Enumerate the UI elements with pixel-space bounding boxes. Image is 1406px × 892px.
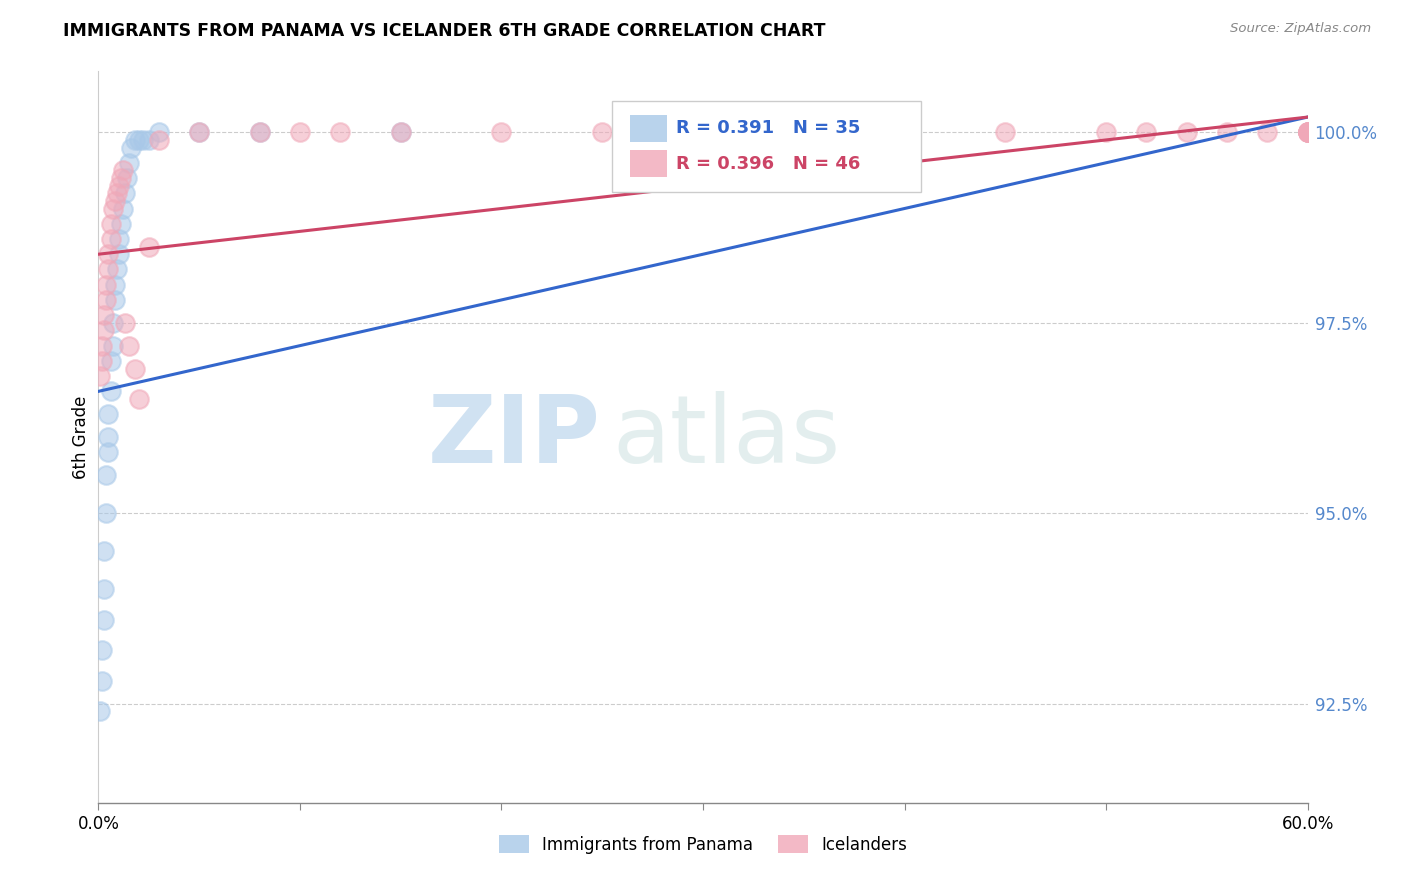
Text: IMMIGRANTS FROM PANAMA VS ICELANDER 6TH GRADE CORRELATION CHART: IMMIGRANTS FROM PANAMA VS ICELANDER 6TH … bbox=[63, 22, 825, 40]
Point bbox=[89, 369, 111, 384]
Point bbox=[128, 133, 150, 147]
Point bbox=[1095, 125, 1118, 139]
Point bbox=[100, 354, 122, 368]
Point bbox=[100, 384, 122, 399]
Point bbox=[389, 125, 412, 139]
Point bbox=[188, 125, 211, 139]
Point bbox=[101, 316, 124, 330]
Point bbox=[1296, 125, 1319, 139]
Point bbox=[101, 339, 124, 353]
Point bbox=[97, 407, 120, 421]
Point bbox=[103, 277, 125, 292]
Point bbox=[591, 125, 613, 139]
Point bbox=[120, 140, 142, 154]
Point bbox=[733, 125, 755, 139]
Point bbox=[93, 544, 115, 558]
Point bbox=[188, 125, 211, 139]
Point bbox=[101, 202, 124, 216]
Point bbox=[96, 277, 118, 292]
Point bbox=[1175, 125, 1198, 139]
Point bbox=[148, 125, 170, 139]
FancyBboxPatch shape bbox=[630, 114, 666, 143]
Text: R = 0.391   N = 35: R = 0.391 N = 35 bbox=[676, 120, 860, 137]
Point bbox=[91, 643, 114, 657]
Point bbox=[93, 613, 115, 627]
Point bbox=[1296, 125, 1319, 139]
Point bbox=[994, 125, 1017, 139]
Text: atlas: atlas bbox=[613, 391, 841, 483]
Text: Source: ZipAtlas.com: Source: ZipAtlas.com bbox=[1230, 22, 1371, 36]
Point bbox=[96, 468, 118, 483]
Point bbox=[692, 125, 714, 139]
Point bbox=[107, 247, 129, 261]
Y-axis label: 6th Grade: 6th Grade bbox=[72, 395, 90, 479]
Point bbox=[97, 430, 120, 444]
Point bbox=[107, 178, 129, 193]
Point bbox=[389, 125, 412, 139]
Point bbox=[97, 262, 120, 277]
Point bbox=[105, 262, 128, 277]
Point bbox=[100, 217, 122, 231]
Point bbox=[107, 232, 129, 246]
Point bbox=[114, 186, 136, 201]
Point bbox=[105, 186, 128, 201]
Point bbox=[118, 339, 141, 353]
Point bbox=[1256, 125, 1278, 139]
Point bbox=[329, 125, 352, 139]
Point bbox=[96, 293, 118, 307]
Point bbox=[1296, 125, 1319, 139]
Point bbox=[114, 316, 136, 330]
Point bbox=[118, 155, 141, 169]
Point bbox=[1135, 125, 1157, 139]
Point bbox=[138, 239, 160, 253]
Point bbox=[893, 125, 915, 139]
Point bbox=[124, 361, 146, 376]
Point bbox=[115, 171, 138, 186]
Point bbox=[111, 163, 134, 178]
Point bbox=[97, 445, 120, 459]
FancyBboxPatch shape bbox=[630, 150, 666, 178]
Point bbox=[124, 133, 146, 147]
Point bbox=[103, 293, 125, 307]
Point bbox=[93, 308, 115, 322]
Point bbox=[138, 133, 160, 147]
Point bbox=[96, 506, 118, 520]
Point bbox=[249, 125, 271, 139]
Point bbox=[148, 133, 170, 147]
Point bbox=[132, 133, 155, 147]
Point bbox=[491, 125, 513, 139]
Legend: Immigrants from Panama, Icelanders: Immigrants from Panama, Icelanders bbox=[492, 829, 914, 860]
Point bbox=[111, 202, 134, 216]
Point bbox=[93, 323, 115, 337]
Point bbox=[93, 582, 115, 597]
Text: ZIP: ZIP bbox=[427, 391, 600, 483]
Point bbox=[110, 171, 132, 186]
Point bbox=[1216, 125, 1239, 139]
Point bbox=[89, 704, 111, 718]
Point bbox=[103, 194, 125, 208]
Point bbox=[91, 673, 114, 688]
Point bbox=[97, 247, 120, 261]
Point bbox=[288, 125, 311, 139]
Point bbox=[1296, 125, 1319, 139]
Point bbox=[128, 392, 150, 406]
Point bbox=[1296, 125, 1319, 139]
Text: R = 0.396   N = 46: R = 0.396 N = 46 bbox=[676, 154, 860, 172]
FancyBboxPatch shape bbox=[613, 101, 921, 192]
Point bbox=[100, 232, 122, 246]
Point bbox=[91, 354, 114, 368]
Point bbox=[91, 339, 114, 353]
Point bbox=[110, 217, 132, 231]
Point bbox=[1296, 125, 1319, 139]
Point bbox=[249, 125, 271, 139]
Point bbox=[1296, 125, 1319, 139]
Point bbox=[793, 125, 815, 139]
